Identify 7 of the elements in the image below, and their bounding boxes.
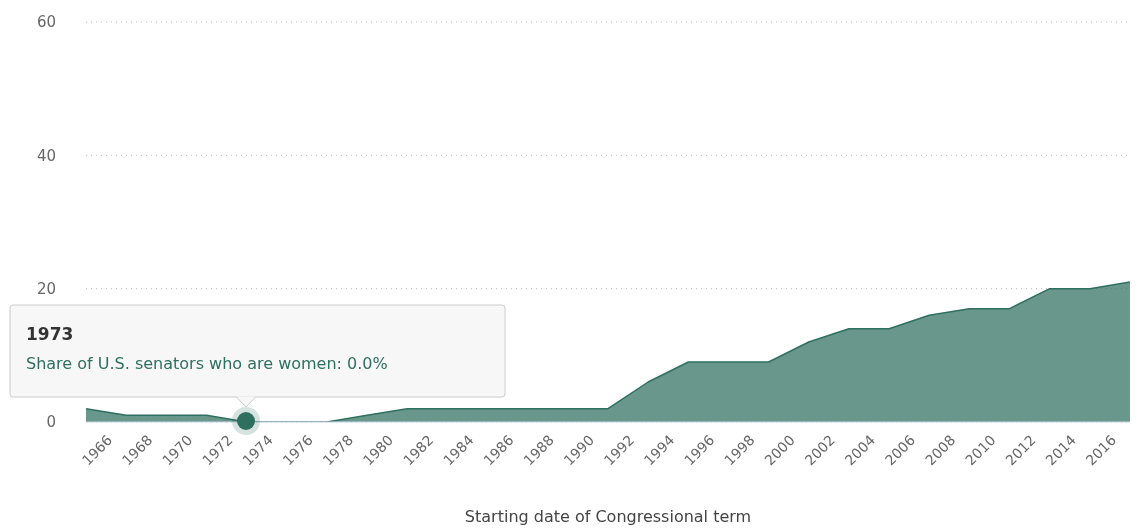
- y-tick-label: 60: [36, 13, 56, 32]
- y-tick-label: 0: [46, 413, 56, 432]
- tooltip: 1973 Share of U.S. senators who are women: 0.0%: [9, 304, 506, 408]
- y-tick-label: 40: [36, 146, 56, 165]
- annotation: Share of U.S. senators who are women: 0.0%: [26, 354, 388, 373]
- x-axis-title: Starting date of Congressional term: [464, 507, 752, 526]
- y-tick-label: 20: [36, 279, 56, 298]
